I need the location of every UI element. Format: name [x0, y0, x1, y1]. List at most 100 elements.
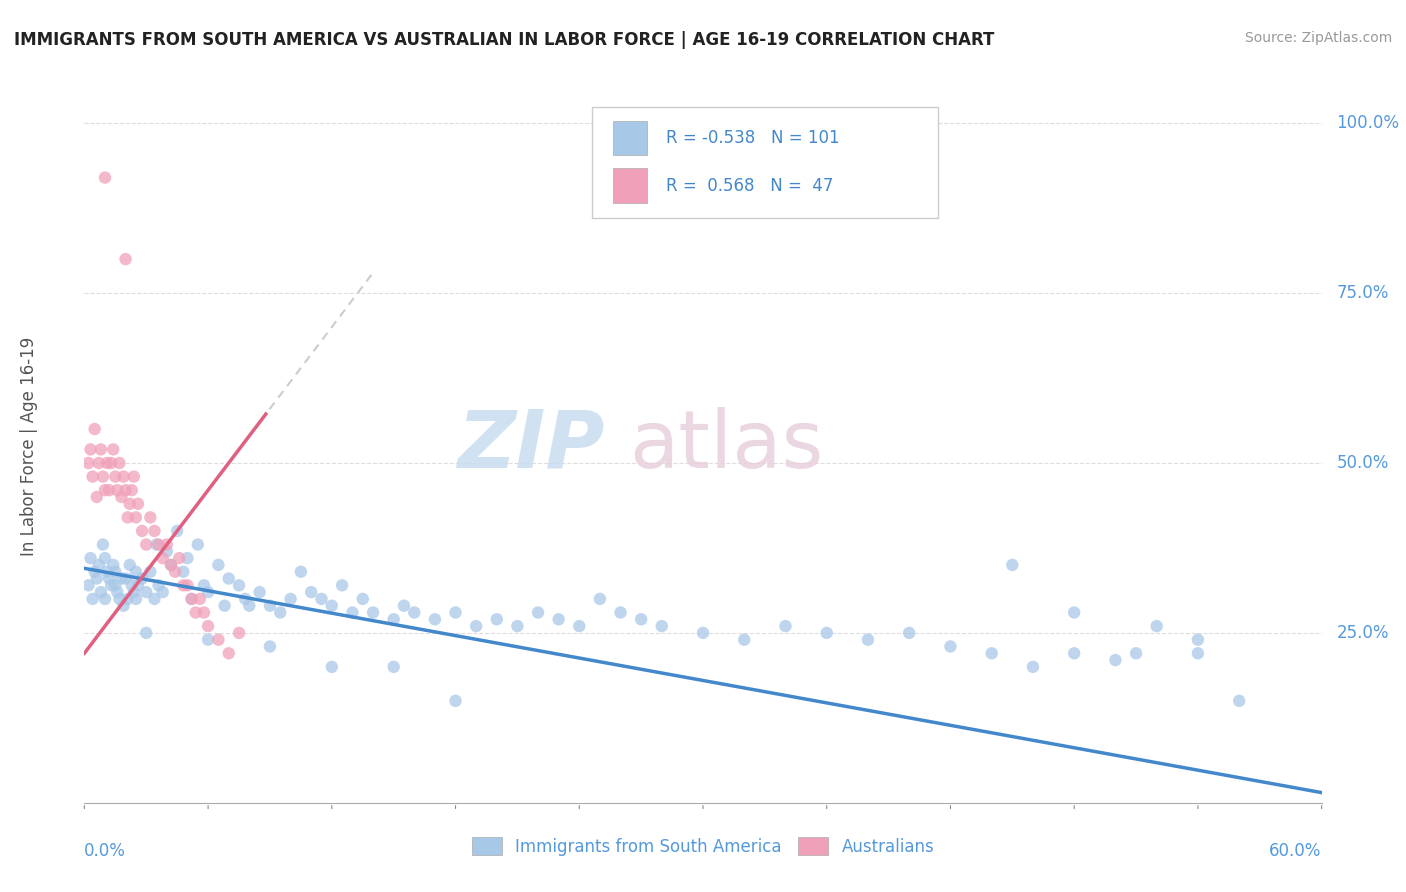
Point	[145, 537, 167, 551]
Point	[104, 578, 127, 592]
Point	[176, 578, 198, 592]
FancyBboxPatch shape	[613, 120, 647, 155]
Point	[100, 578, 122, 592]
Text: R =  0.568   N =  47: R = 0.568 N = 47	[666, 177, 834, 194]
Point	[131, 572, 153, 586]
Point	[233, 591, 256, 606]
Point	[733, 632, 755, 647]
Point	[114, 483, 136, 498]
Point	[485, 612, 508, 626]
Point	[82, 469, 104, 483]
Point	[96, 565, 118, 579]
Text: R = -0.538   N = 101: R = -0.538 N = 101	[666, 128, 839, 146]
Point	[105, 483, 128, 498]
Point	[980, 646, 1002, 660]
Point	[110, 572, 132, 586]
Point	[77, 456, 100, 470]
Point	[218, 646, 240, 660]
Point	[87, 558, 110, 572]
Point	[98, 483, 121, 498]
Point	[290, 565, 312, 579]
Point	[121, 483, 143, 498]
Point	[96, 456, 118, 470]
Point	[330, 578, 353, 592]
Point	[125, 510, 148, 524]
Point	[131, 524, 153, 538]
Point	[118, 497, 141, 511]
Point	[259, 640, 281, 654]
Point	[114, 572, 136, 586]
Point	[94, 591, 117, 606]
Point	[148, 578, 170, 592]
Point	[898, 626, 921, 640]
Point	[299, 585, 322, 599]
Point	[135, 585, 157, 599]
Point	[139, 565, 162, 579]
Point	[1063, 606, 1085, 620]
Point	[160, 558, 183, 572]
Point	[197, 585, 219, 599]
Text: 50.0%: 50.0%	[1337, 454, 1389, 472]
Point	[82, 591, 104, 606]
Point	[269, 606, 291, 620]
Point	[180, 591, 202, 606]
Point	[352, 591, 374, 606]
Point	[100, 456, 122, 470]
Point	[1187, 646, 1209, 660]
Point	[143, 591, 166, 606]
Point	[77, 578, 100, 592]
Point	[90, 585, 112, 599]
Text: In Labor Force | Age 16-19: In Labor Force | Age 16-19	[20, 336, 38, 556]
Point	[1227, 694, 1250, 708]
Point	[105, 585, 128, 599]
Point	[214, 599, 236, 613]
Point	[506, 619, 529, 633]
Point	[321, 660, 343, 674]
Point	[176, 551, 198, 566]
Point	[165, 565, 187, 579]
Point	[135, 626, 157, 640]
Point	[527, 606, 550, 620]
Point	[117, 591, 139, 606]
Point	[1187, 632, 1209, 647]
Point	[1063, 646, 1085, 660]
Point	[423, 612, 446, 626]
Point	[98, 572, 121, 586]
Point	[125, 565, 148, 579]
Point	[112, 469, 135, 483]
FancyBboxPatch shape	[613, 169, 647, 202]
Point	[166, 524, 188, 538]
Point	[127, 578, 149, 592]
Point	[259, 599, 281, 613]
Point	[692, 626, 714, 640]
Point	[228, 626, 250, 640]
Point	[238, 599, 260, 613]
Point	[139, 510, 162, 524]
Point	[361, 606, 384, 620]
Point	[79, 551, 101, 566]
Point	[125, 591, 148, 606]
Point	[114, 252, 136, 266]
Text: IMMIGRANTS FROM SOUTH AMERICA VS AUSTRALIAN IN LABOR FORCE | AGE 16-19 CORRELATI: IMMIGRANTS FROM SOUTH AMERICA VS AUSTRAL…	[14, 31, 994, 49]
Point	[104, 469, 127, 483]
Point	[90, 442, 112, 457]
Point	[1146, 619, 1168, 633]
Text: 25.0%: 25.0%	[1337, 624, 1389, 642]
Point	[856, 632, 879, 647]
Point	[83, 565, 105, 579]
Point	[609, 606, 631, 620]
Point	[121, 578, 143, 592]
Point	[444, 606, 467, 620]
Point	[444, 694, 467, 708]
Point	[152, 585, 174, 599]
Point	[184, 606, 207, 620]
Point	[1125, 646, 1147, 660]
Point	[197, 632, 219, 647]
Point	[91, 537, 114, 551]
Point	[122, 585, 145, 599]
Point	[207, 558, 229, 572]
Point	[103, 558, 125, 572]
Point	[87, 456, 110, 470]
Point	[1104, 653, 1126, 667]
Point	[152, 551, 174, 566]
